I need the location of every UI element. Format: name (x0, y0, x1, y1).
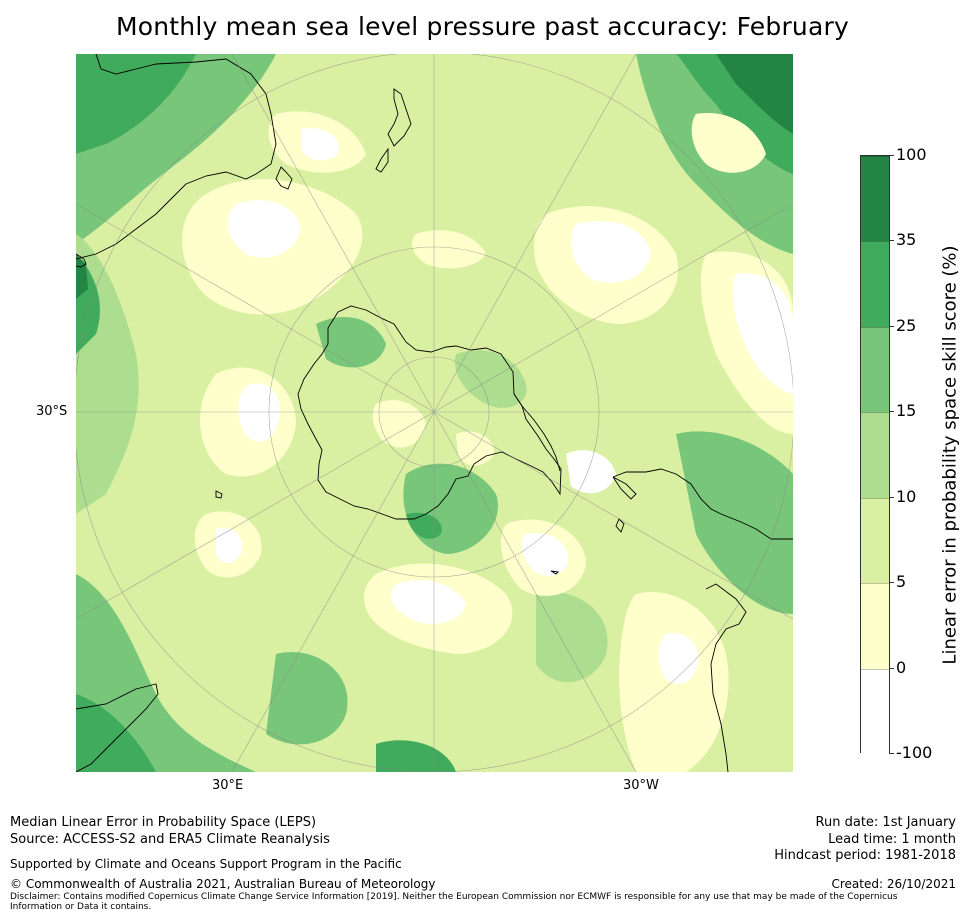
colorbar-bin (861, 497, 889, 584)
colorbar-tickmark (889, 155, 894, 156)
colorbar-bin (861, 583, 889, 669)
method-text: Median Linear Error in Probability Space… (10, 815, 317, 830)
colorbar-tickmark (889, 325, 894, 327)
support-text: Supported by Climate and Oceans Support … (10, 857, 402, 871)
colorbar-tickmark (889, 753, 894, 754)
colorbar-tick-label: 25 (896, 315, 917, 335)
copyright-text: © Commonwealth of Australia 2021, Austra… (10, 877, 436, 891)
created-date: Created: 26/10/2021 (831, 877, 956, 891)
colorbar-tickmark (889, 411, 894, 413)
colorbar-bin (861, 326, 889, 413)
coastlines (76, 54, 793, 772)
map-title: Monthly mean sea level pressure past acc… (116, 12, 849, 41)
colorbar-bin (861, 156, 889, 242)
graticule (76, 54, 793, 772)
colorbar-tick-label: 0 (896, 657, 907, 677)
map-canvas (76, 54, 793, 772)
colorbar (860, 155, 890, 754)
lead-time: Lead time: 1 month (828, 832, 956, 847)
colorbar-tickmark (889, 496, 894, 498)
lat-label-30s: 30°S (36, 404, 68, 419)
lon-label-30e: 30°E (212, 778, 244, 793)
lon-label-30w: 30°W (623, 778, 659, 793)
colorbar-tickmark (889, 240, 894, 242)
colorbar-tick-label: -100 (896, 743, 933, 762)
colorbar-tick-label: 10 (896, 486, 917, 506)
colorbar-bin (861, 241, 889, 327)
source-text: Source: ACCESS-S2 and ERA5 Climate Reana… (10, 832, 330, 847)
colorbar-bin (861, 412, 889, 498)
colorbar-tick-label: 100 (896, 145, 927, 164)
disclaimer-text: Disclaimer: Contains modified Copernicus… (10, 892, 898, 912)
colorbar-tickmark (889, 582, 894, 584)
colorbar-bin (861, 668, 889, 754)
skill-field-low (182, 111, 793, 772)
run-date: Run date: 1st January (815, 815, 956, 830)
hindcast-period: Hindcast period: 1981-2018 (774, 848, 956, 863)
skill-field-high (76, 54, 793, 772)
colorbar-tick-label: 15 (896, 401, 917, 421)
colorbar-tickmark (889, 667, 894, 669)
colorbar-label: Linear error in probability space skill … (939, 245, 961, 665)
polar-map[interactable] (76, 54, 793, 772)
colorbar-tick-label: 35 (896, 230, 917, 250)
colorbar-tick-label: 5 (896, 572, 907, 592)
